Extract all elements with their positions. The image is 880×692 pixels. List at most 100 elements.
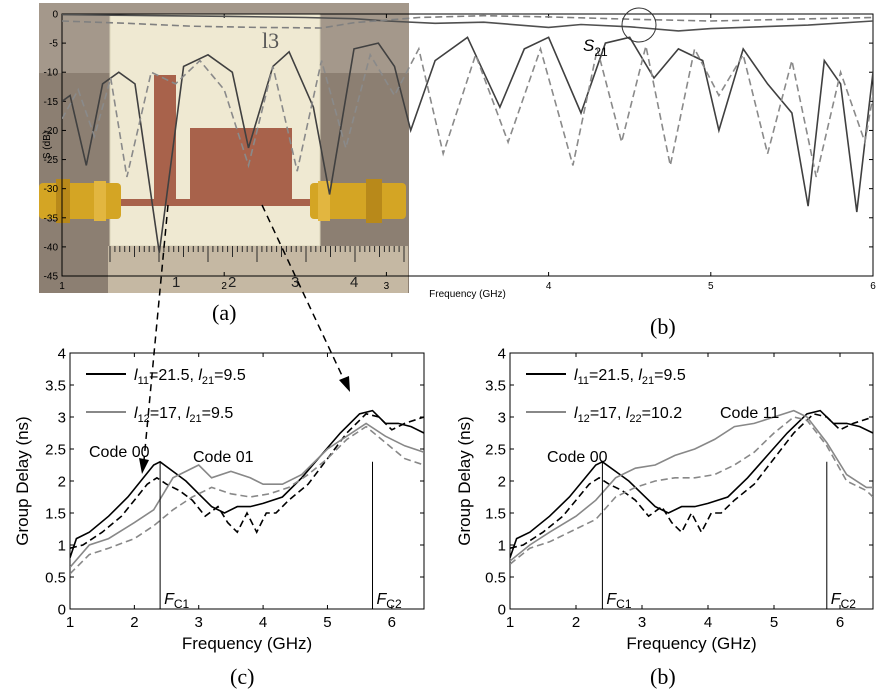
- plot-frame: [61, 13, 874, 277]
- y-tick-label: -5: [49, 39, 58, 50]
- x-tick-label: 1: [59, 281, 65, 292]
- x-tick-label: 5: [708, 281, 714, 292]
- y-tick-label: 1.5: [45, 505, 66, 522]
- series-line-3: [510, 409, 873, 562]
- ruler-number-3: 3: [291, 274, 299, 291]
- ruler-number-2: 2: [228, 274, 236, 291]
- y-axis-title: Group Delay (ns): [13, 416, 32, 545]
- copper-stub-2: [190, 128, 292, 203]
- y-tick-label: 0.5: [485, 569, 506, 586]
- sma-connector-right-flange: [318, 181, 330, 221]
- ruler-number-1: 1: [172, 274, 180, 291]
- series-line-1: [70, 409, 424, 559]
- freq-marker-label-2: FC2: [377, 591, 402, 611]
- y-axis-title: Group Delay (ns): [455, 416, 474, 545]
- pointer-arrow-code00: [143, 204, 169, 461]
- y-tick-label: -25: [44, 155, 59, 166]
- y-tick-label: -15: [44, 97, 59, 108]
- x-tick-label: 4: [546, 281, 552, 292]
- y-tick-label: -10: [44, 68, 59, 79]
- x-tick-label: 4: [259, 614, 267, 631]
- board-photo: l3 1 2 3 4: [39, 3, 409, 293]
- y-tick-label: 3.5: [45, 377, 66, 394]
- series-line-1: [510, 409, 873, 559]
- y-tick-label: 3: [498, 409, 506, 426]
- series-line-1: [62, 14, 873, 32]
- x-tick-label: 1: [66, 614, 74, 631]
- pointer-arrowhead-code00: [139, 458, 149, 474]
- y-tick-label: 4: [58, 345, 66, 362]
- y-tick-label: 0: [52, 10, 58, 21]
- x-axis-title: Frequency (GHz): [626, 634, 756, 653]
- y-axis-title: S (dB): [42, 131, 53, 159]
- y-tick-label: -45: [44, 272, 59, 283]
- sma-connector-left-nut: [56, 179, 70, 223]
- y-tick-label: -35: [44, 213, 59, 224]
- y-tick-label: -30: [44, 184, 59, 195]
- copper-stub-1: [154, 75, 176, 203]
- freq-marker-label-2: FC2: [831, 591, 856, 611]
- plot-frame: [69, 352, 425, 610]
- y-tick-label: 0: [498, 601, 506, 618]
- freq-marker-label-1: FC1: [606, 591, 631, 611]
- x-tick-label: 2: [221, 281, 227, 292]
- x-tick-label: 3: [638, 614, 646, 631]
- caption-c: (c): [230, 664, 254, 689]
- chart-s-parameters: 1 2 3 4 5 6 0 -5 -10 -15 -20 -25 -30 -35 -40 -45 Frequen…: [42, 7, 876, 300]
- chart-group-delay-b: 1 2 3 4 5 6 0 0.5 1 1.5 2 2.5 3 3.5 4 Frequency (GHz) Gr…: [455, 345, 874, 653]
- series-line-2: [70, 412, 424, 549]
- copper-feedline: [118, 199, 314, 206]
- y-tick-label: 1.5: [485, 505, 506, 522]
- series-line-2: [62, 14, 873, 29]
- board-marking: l3: [262, 28, 279, 53]
- y-tick-label: 3: [58, 409, 66, 426]
- series-line-4: [62, 45, 873, 178]
- chart-group-delay-c: 1 2 3 4 5 6 0 0.5 1 1.5 2 2.5 3 3.5 4 Frequency (GHz) Gr…: [13, 345, 425, 653]
- caption-b-bottom: (b): [650, 664, 676, 689]
- y-tick-label: 1: [58, 537, 66, 554]
- series-line-4: [70, 425, 424, 575]
- x-tick-label: 5: [770, 614, 778, 631]
- annotation-code11-b: Code 11: [720, 405, 779, 422]
- x-tick-label: 2: [130, 614, 138, 631]
- annotation-code00-c: Code 00: [89, 444, 150, 461]
- x-tick-label: 1: [506, 614, 514, 631]
- ruler: [108, 246, 408, 293]
- series-line-3: [62, 36, 873, 253]
- caption-a: (a): [212, 300, 236, 325]
- ruler-ticks: [109, 246, 405, 262]
- legend-label-2: l12=17, l21=9.5: [134, 405, 233, 425]
- y-tick-label: 3.5: [485, 377, 506, 394]
- sma-connector-left-flange: [94, 181, 106, 221]
- s21-highlight-circle: [621, 7, 657, 43]
- y-tick-label: 4: [498, 345, 506, 362]
- y-tick-label: -40: [44, 242, 59, 253]
- sma-connector-right-nut: [366, 179, 382, 223]
- annotation-code01-c: Code 01: [193, 449, 254, 466]
- x-axis-title: Frequency (GHz): [182, 634, 312, 653]
- s21-label: S21: [583, 36, 608, 59]
- x-axis-title: Frequency (GHz): [429, 289, 506, 300]
- annotation-code00-b: Code 00: [547, 449, 608, 466]
- x-tick-label: 6: [870, 281, 876, 292]
- x-tick-label: 5: [323, 614, 331, 631]
- y-tick-label: 2.5: [485, 441, 506, 458]
- x-tick-label: 4: [704, 614, 712, 631]
- y-tick-label: 1: [498, 537, 506, 554]
- plot-frame: [509, 352, 874, 610]
- ruler-number-4: 4: [350, 274, 358, 291]
- y-tick-label: 0.5: [45, 569, 66, 586]
- x-tick-label: 2: [572, 614, 580, 631]
- caption-b-top: (b): [650, 314, 676, 339]
- series-line-2: [510, 412, 873, 549]
- y-tick-label: 2.5: [45, 441, 66, 458]
- x-tick-label: 6: [388, 614, 396, 631]
- y-tick-label: 2: [58, 473, 66, 490]
- series-line-3: [70, 422, 424, 568]
- y-tick-label: -20: [44, 126, 59, 137]
- x-tick-label: 6: [836, 614, 844, 631]
- series-line-4: [510, 416, 873, 565]
- legend-label-1: l11=21.5, l21=9.5: [574, 367, 686, 387]
- y-tick-label: 2: [498, 473, 506, 490]
